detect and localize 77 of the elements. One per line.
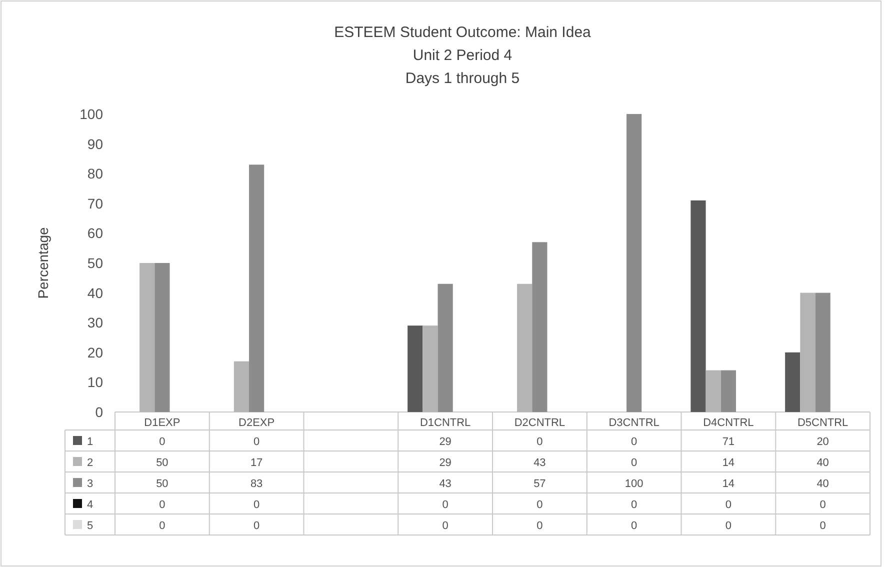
data-label: 17 xyxy=(250,457,263,469)
chart-title: ESTEEM Student Outcome: Main Idea xyxy=(334,24,592,41)
data-label: 0 xyxy=(536,520,543,532)
data-label: 0 xyxy=(725,499,732,511)
y-tick-label: 70 xyxy=(87,195,104,212)
legend-label: 3 xyxy=(87,478,94,490)
data-label: 0 xyxy=(725,520,732,532)
data-label: 0 xyxy=(820,499,826,511)
data-label: 29 xyxy=(439,436,452,448)
bar xyxy=(517,284,532,412)
x-tick-label: D5CNTRL xyxy=(797,417,848,429)
data-label: 0 xyxy=(254,499,260,511)
legend-label: 2 xyxy=(87,457,94,469)
y-tick-label: 60 xyxy=(87,225,104,242)
data-label: 83 xyxy=(250,478,263,490)
data-label: 0 xyxy=(536,499,543,511)
data-label: 0 xyxy=(536,436,543,448)
bar xyxy=(408,326,423,412)
data-label: 40 xyxy=(816,478,829,490)
data-label: 43 xyxy=(439,478,452,490)
data-label: 100 xyxy=(624,478,644,490)
x-tick-label: D3CNTRL xyxy=(608,417,660,429)
bar xyxy=(422,326,438,412)
y-axis-title: Percentage xyxy=(35,226,51,299)
data-label: 0 xyxy=(159,520,166,532)
bar xyxy=(438,284,453,412)
bar xyxy=(532,242,548,412)
bar xyxy=(690,200,706,412)
y-tick-label: 40 xyxy=(87,284,104,301)
bar xyxy=(785,352,800,412)
data-label: 29 xyxy=(439,457,452,469)
data-label: 50 xyxy=(156,478,168,490)
y-tick-label: 10 xyxy=(87,374,104,390)
chart-subtitle: Unit 2 Period 4 Days 1 through 5 xyxy=(405,47,520,87)
bar xyxy=(720,370,736,412)
bar xyxy=(234,361,250,412)
data-label: 0 xyxy=(820,520,826,532)
data-label: 50 xyxy=(156,457,168,469)
data-label: 71 xyxy=(722,436,735,448)
x-tick-label: D1CNTRL xyxy=(420,417,471,429)
y-tick-label: 30 xyxy=(87,314,104,331)
data-label: 0 xyxy=(159,499,166,511)
y-tick-label: 100 xyxy=(80,106,104,122)
data-label: 0 xyxy=(631,457,638,469)
x-tick-label: D2EXP xyxy=(238,417,275,429)
bar xyxy=(800,292,816,412)
x-tick-label: D1EXP xyxy=(144,417,180,429)
data-label: 0 xyxy=(159,436,166,448)
x-tick-label: D2CNTRL xyxy=(514,417,566,429)
data-label: 0 xyxy=(442,520,448,532)
data-label: 0 xyxy=(442,499,448,511)
data-label: 0 xyxy=(631,520,638,532)
data-label: 0 xyxy=(254,436,260,448)
data-label: 20 xyxy=(816,436,829,448)
bar xyxy=(154,263,170,412)
data-label: 57 xyxy=(534,478,546,490)
y-tick-label: 20 xyxy=(87,344,104,360)
data-label: 43 xyxy=(534,457,546,469)
legend-label: 4 xyxy=(87,499,94,511)
x-tick-label: D4CNTRL xyxy=(703,417,754,429)
data-label: 0 xyxy=(254,520,260,532)
data-label: 40 xyxy=(816,457,829,469)
data-label: 14 xyxy=(722,478,735,490)
legend-label: 5 xyxy=(87,520,94,532)
bar xyxy=(626,114,642,412)
bar xyxy=(249,164,264,412)
y-tick-label: 90 xyxy=(87,136,104,152)
y-tick-label: 50 xyxy=(87,255,104,271)
bar xyxy=(706,370,721,412)
bar xyxy=(815,292,830,412)
data-label: 14 xyxy=(722,457,735,469)
y-tick-label: 80 xyxy=(87,166,104,182)
bar xyxy=(140,263,155,412)
y-tick-label: 0 xyxy=(95,404,104,420)
data-label: 0 xyxy=(631,436,638,448)
data-label: 0 xyxy=(631,499,638,511)
legend-label: 1 xyxy=(87,436,94,448)
